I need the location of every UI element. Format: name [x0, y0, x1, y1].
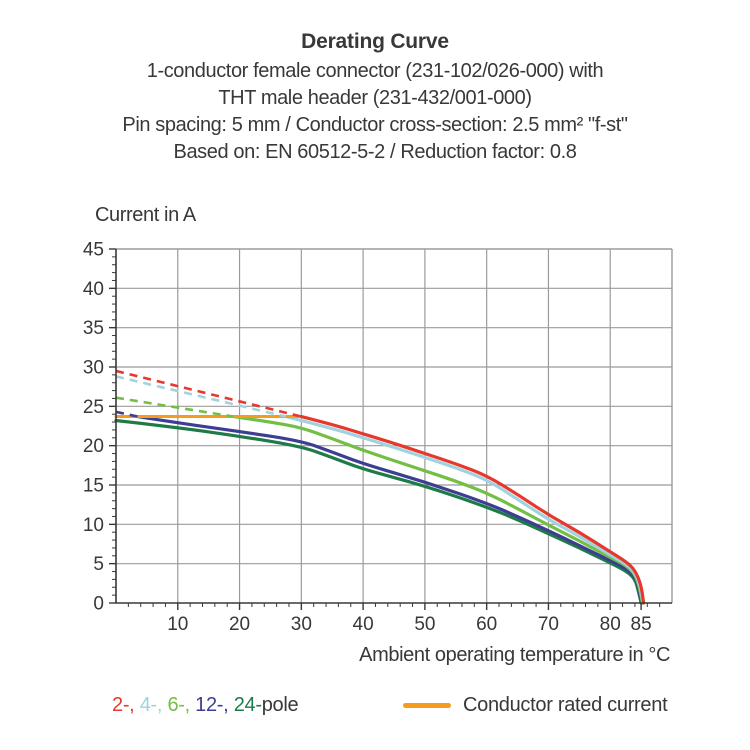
y-tick-label: 0: [93, 594, 104, 615]
rated-current-legend: Conductor rated current: [403, 694, 668, 717]
derating-chart-plot: 10 20 30 40 50 60 70 80 85 0 5 10 15 20 25 30 35 40 45: [83, 240, 673, 636]
pole-legend-item-12: 12-,: [195, 694, 229, 716]
grid-lines: [116, 248, 673, 603]
y-tick-label: 15: [83, 476, 104, 497]
legend-row: 2-, 4-, 6-, 12-, 24-pole Conductor rated…: [0, 694, 750, 724]
pole-legend-item-2: 2-,: [112, 694, 135, 716]
y-tick-label: 40: [83, 279, 104, 300]
x-tick-label: 20: [229, 614, 250, 635]
rated-current-line-swatch: [403, 703, 451, 708]
chart-subtitle-line-1: 1-conductor female connector (231-102/02…: [146, 60, 604, 82]
axis-ticks: [109, 248, 661, 610]
rated-current-label: Conductor rated current: [463, 694, 668, 716]
x-tick-label: 60: [476, 614, 497, 635]
curve-series: [114, 369, 646, 605]
curve-24-pole: [114, 418, 643, 605]
x-tick-label: 80: [600, 614, 621, 635]
y-tick-label: 25: [83, 397, 104, 418]
x-tick-label: 30: [291, 614, 312, 635]
pole-legend-item-24: 24-: [233, 694, 262, 716]
chart-subtitle-line-3: Pin spacing: 5 mm / Conductor cross-sect…: [122, 114, 628, 136]
curve-4-pole-dashed: [115, 375, 287, 418]
y-tick-label: 35: [83, 318, 104, 339]
x-tick-label: 85: [631, 614, 652, 635]
curve-12-pole: [136, 414, 644, 605]
y-tick-label: 20: [83, 436, 104, 457]
pole-legend-item-4: 4-,: [139, 694, 163, 716]
tick-labels: 10 20 30 40 50 60 70 80 85 0 5 10 15 20 25 30 35 40 45: [83, 240, 652, 636]
y-axis-title: Current in A: [95, 204, 196, 226]
chart-subtitle-line-2: THT male header (231-432/001-000): [218, 87, 532, 109]
curve-12-pole-dashed: [115, 410, 138, 418]
x-tick-label: 50: [414, 614, 435, 635]
y-tick-label: 10: [83, 515, 104, 536]
axes: [115, 249, 672, 604]
chart-title: Derating Curve: [301, 30, 449, 53]
pole-legend-suffix: pole: [261, 694, 299, 716]
y-tick-label: 5: [93, 554, 104, 575]
x-tick-label: 10: [167, 614, 188, 635]
curve-4-pole: [284, 414, 645, 605]
x-tick-label: 70: [538, 614, 559, 635]
y-tick-label: 30: [83, 358, 104, 379]
curve-2-pole-dashed: [115, 369, 302, 418]
pole-legend-item-6: 6-,: [167, 694, 190, 716]
curve-6-pole-dashed: [115, 396, 234, 418]
chart-subtitle-line-4: Based on: EN 60512-5-2 / Reduction facto…: [173, 141, 577, 163]
x-axis-title: Ambient operating temperature in °C: [359, 644, 670, 666]
y-tick-label: 45: [83, 240, 104, 261]
pole-legend: 2-, 4-, 6-, 12-, 24-pole: [112, 694, 299, 717]
x-tick-label: 40: [353, 614, 374, 635]
curve-2-pole: [299, 414, 646, 605]
chart-header: Derating Curve 1-conductor female connec…: [0, 30, 750, 166]
